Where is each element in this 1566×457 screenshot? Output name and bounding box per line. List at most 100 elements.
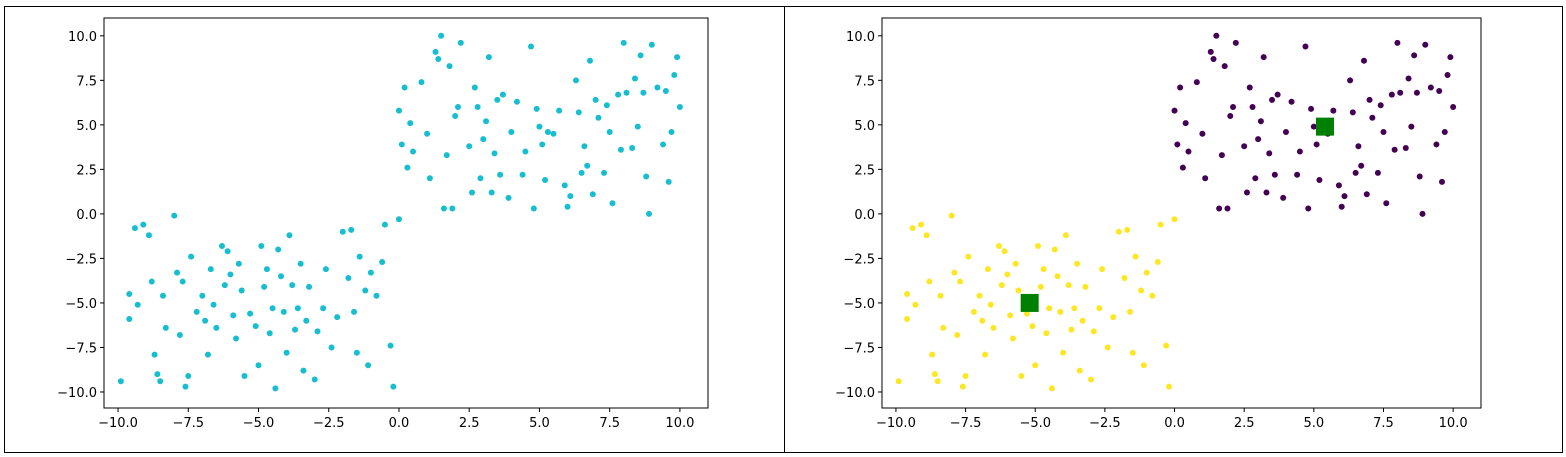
scatter-point bbox=[348, 226, 355, 233]
scatter-point bbox=[1313, 141, 1320, 148]
scatter-point bbox=[595, 114, 602, 121]
scatter-point bbox=[934, 378, 941, 385]
scatter-point bbox=[204, 351, 211, 358]
scatter-point bbox=[162, 324, 169, 331]
scatter-point bbox=[401, 84, 408, 91]
scatter-point bbox=[1380, 128, 1387, 135]
scatter-point bbox=[314, 328, 321, 335]
scatter-point bbox=[480, 136, 487, 143]
scatter-point bbox=[283, 349, 290, 356]
scatter-point bbox=[1140, 362, 1147, 369]
scatter-point bbox=[1349, 109, 1356, 116]
scatter-point bbox=[131, 225, 138, 232]
scatter-point bbox=[1450, 104, 1457, 111]
x-tick-label: 7.5 bbox=[599, 416, 620, 431]
scatter-point bbox=[629, 145, 636, 151]
scatter-point bbox=[277, 273, 284, 280]
x-tick-label: 5.0 bbox=[529, 416, 550, 431]
scatter-point bbox=[202, 317, 209, 324]
scatter-point bbox=[536, 123, 543, 130]
scatter-point bbox=[221, 282, 228, 289]
scatter-point bbox=[379, 258, 386, 265]
scatter-point bbox=[151, 351, 158, 358]
scatter-point bbox=[1012, 260, 1019, 267]
scatter-point bbox=[390, 383, 397, 390]
scatter-point bbox=[1143, 269, 1150, 276]
scatter-point bbox=[1330, 107, 1337, 114]
scatter-point bbox=[1366, 96, 1373, 103]
scatter-point bbox=[1255, 136, 1262, 143]
scatter-point bbox=[1171, 216, 1178, 223]
x-tick-label: 0.0 bbox=[1164, 416, 1185, 431]
scatter-point bbox=[1405, 75, 1412, 82]
scatter-point bbox=[1305, 205, 1312, 212]
scatter-point bbox=[1132, 253, 1139, 260]
scatter-point bbox=[263, 266, 270, 273]
scatter-point bbox=[395, 107, 402, 114]
scatter-point bbox=[671, 71, 678, 78]
scatter-point bbox=[1004, 271, 1011, 278]
scatter-point bbox=[294, 305, 301, 312]
scatter-point bbox=[1001, 248, 1008, 255]
scatter-point bbox=[1358, 162, 1365, 169]
scatter-point bbox=[266, 330, 273, 337]
x-tick-label: 10.0 bbox=[1439, 416, 1468, 431]
scatter-point bbox=[218, 242, 225, 249]
scatter-point bbox=[1438, 178, 1445, 185]
scatter-point bbox=[1051, 246, 1058, 253]
y-tick-label: −5.0 bbox=[65, 297, 97, 312]
scatter-point bbox=[513, 98, 520, 105]
scatter-point bbox=[275, 246, 282, 253]
scatter-point bbox=[623, 89, 630, 96]
scatter-point bbox=[432, 48, 439, 55]
scatter-point bbox=[171, 212, 178, 219]
scatter-point bbox=[435, 55, 442, 62]
cluster-centers bbox=[1020, 117, 1334, 312]
scatter-point bbox=[1221, 63, 1228, 70]
scatter-point bbox=[426, 175, 433, 182]
x-tick-label: −7.5 bbox=[950, 416, 982, 431]
scatter-point bbox=[542, 177, 549, 184]
scatter-point bbox=[912, 301, 919, 308]
scatter-point bbox=[665, 178, 672, 185]
scatter-point bbox=[238, 287, 245, 294]
chart-panel-right: −10.0 −7.5 −5.0 −2.5 0.0 2.5 5.0 7.5 10.0 10.0 7.5… bbox=[784, 6, 1563, 453]
scatter-point bbox=[1447, 54, 1454, 61]
scatter-point bbox=[1230, 104, 1237, 111]
scatter-point bbox=[1416, 173, 1423, 180]
scatter-point bbox=[210, 301, 217, 308]
scatter-point bbox=[926, 278, 933, 285]
scatter-point bbox=[979, 317, 986, 324]
scatter-point bbox=[213, 324, 220, 331]
scatter-point bbox=[1054, 273, 1061, 280]
scatter-point bbox=[1157, 221, 1164, 228]
scatter-point bbox=[1062, 232, 1069, 239]
scatter-point bbox=[1079, 317, 1086, 324]
scatter-point bbox=[182, 383, 189, 390]
scatter-point bbox=[1057, 308, 1064, 315]
scatter-point bbox=[381, 221, 388, 228]
scatter-point bbox=[637, 52, 644, 59]
y-tick-label: −7.5 bbox=[65, 341, 97, 356]
scatter-point bbox=[334, 314, 341, 321]
scatter-point bbox=[485, 54, 492, 61]
scatter-point bbox=[1274, 91, 1281, 98]
scatter-point bbox=[581, 143, 588, 150]
scatter-point bbox=[1243, 189, 1250, 196]
scatter-point bbox=[674, 54, 681, 61]
scatter-point bbox=[1065, 282, 1072, 289]
scatter-point bbox=[662, 88, 669, 95]
scatter-point bbox=[1115, 228, 1122, 235]
scatter-point bbox=[365, 362, 372, 369]
x-tick-label: 7.5 bbox=[1373, 416, 1394, 431]
scatter-point bbox=[1302, 43, 1309, 50]
scatter-point bbox=[1048, 385, 1055, 392]
scatter-point bbox=[148, 278, 155, 285]
scatter-point bbox=[564, 203, 571, 210]
scatter-point bbox=[241, 372, 248, 379]
scatter-point bbox=[140, 221, 147, 228]
scatter-point bbox=[587, 57, 594, 64]
cluster-center-marker bbox=[1315, 117, 1334, 136]
scatter-point bbox=[300, 367, 307, 374]
scatter-point bbox=[676, 104, 683, 111]
